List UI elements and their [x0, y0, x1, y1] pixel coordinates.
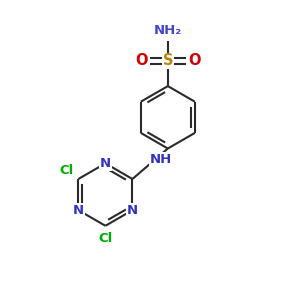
Text: O: O — [188, 53, 201, 68]
Text: N: N — [100, 157, 111, 170]
Text: S: S — [163, 53, 173, 68]
Text: N: N — [127, 204, 138, 217]
Text: NH₂: NH₂ — [154, 24, 182, 37]
Text: Cl: Cl — [59, 164, 74, 177]
Text: Cl: Cl — [98, 232, 112, 245]
Text: N: N — [73, 204, 84, 217]
Text: NH: NH — [149, 153, 172, 166]
Text: O: O — [135, 53, 147, 68]
